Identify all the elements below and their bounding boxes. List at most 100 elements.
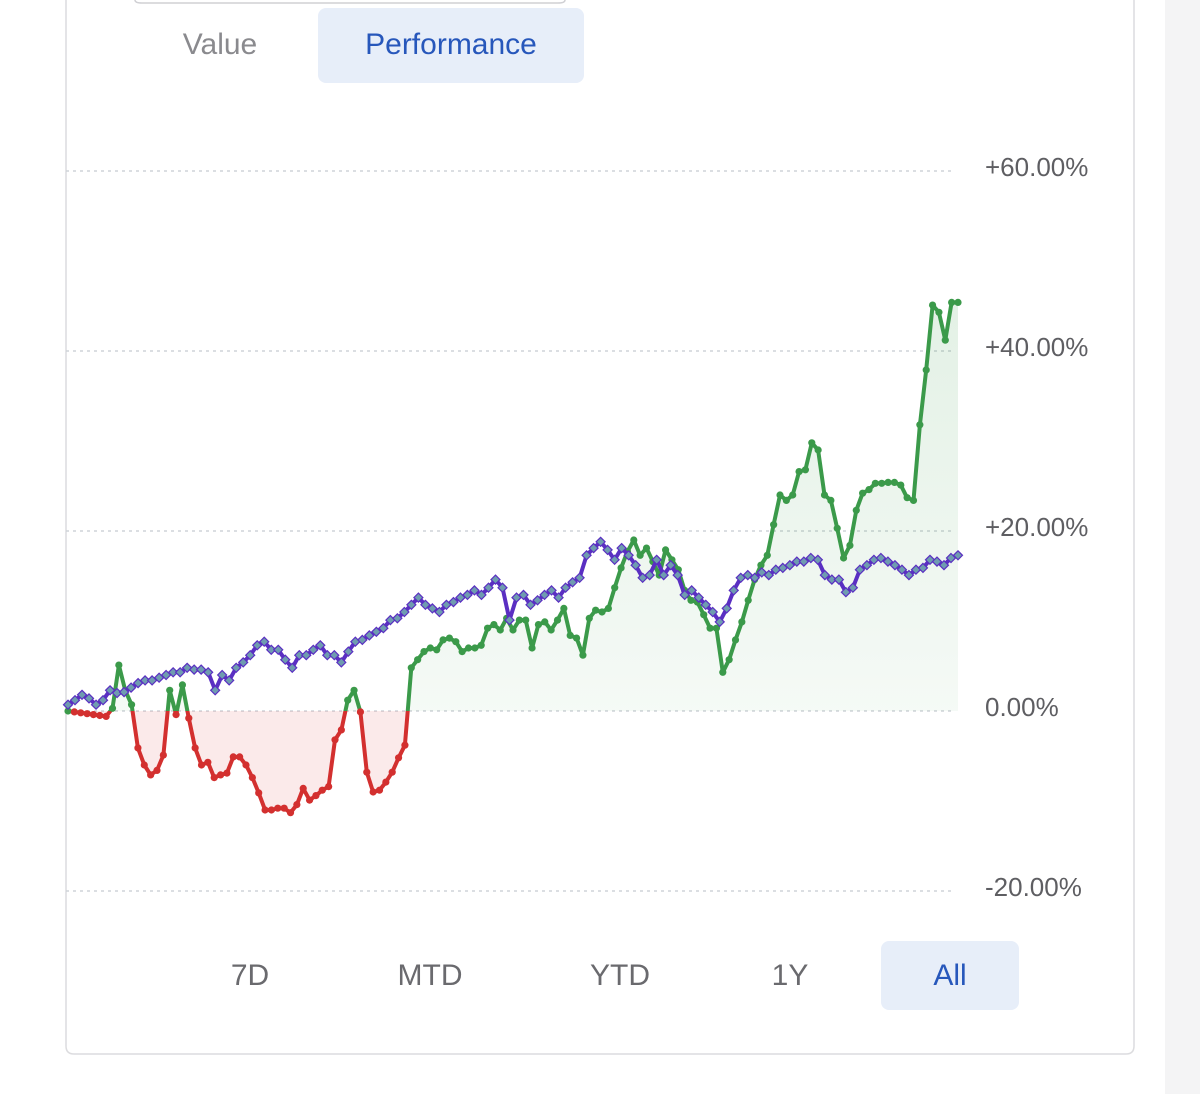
top-control [134, 0, 566, 4]
point [261, 806, 269, 814]
point [305, 796, 314, 804]
marker [595, 536, 606, 548]
marker [742, 569, 754, 581]
point [859, 489, 867, 497]
marker [903, 569, 915, 581]
point [77, 709, 85, 717]
range-label: 1Y [772, 959, 809, 992]
plot [62, 298, 964, 817]
point [795, 468, 803, 476]
area-negative [68, 711, 958, 813]
point [770, 521, 778, 529]
marker [546, 585, 557, 596]
point [210, 774, 218, 782]
marker [616, 542, 627, 554]
range-button[interactable]: YTD [590, 959, 650, 992]
marker [763, 569, 775, 581]
range-button[interactable]: All [881, 941, 1019, 1010]
marker [658, 569, 670, 581]
marker [756, 567, 768, 578]
y-tick-label: +40.00% [985, 332, 1088, 362]
marker [202, 666, 214, 678]
point [83, 710, 91, 718]
range-label: MTD [398, 959, 463, 992]
point [108, 704, 117, 712]
range-button[interactable]: MTD [398, 959, 463, 992]
marker [476, 589, 487, 601]
marker [896, 564, 908, 576]
point [70, 708, 78, 716]
point [267, 806, 276, 814]
point [687, 596, 695, 604]
marker [714, 616, 726, 628]
marker [139, 675, 151, 686]
marker [847, 582, 859, 594]
point [191, 744, 199, 752]
range-label: YTD [590, 959, 650, 992]
point [757, 561, 765, 569]
tab-label: Value [183, 28, 258, 61]
marker [427, 603, 438, 614]
marker [413, 592, 424, 603]
point [407, 664, 415, 672]
point [528, 644, 536, 652]
point [344, 696, 352, 704]
tab[interactable]: Value [183, 28, 258, 61]
marker [237, 657, 249, 668]
marker [560, 582, 571, 594]
marker [602, 544, 613, 556]
marker [363, 630, 375, 641]
point [884, 478, 892, 486]
point [814, 446, 822, 454]
point [547, 626, 555, 634]
y-tick-label: 0.00% [985, 692, 1059, 722]
point [325, 783, 333, 791]
point [274, 804, 282, 812]
point [127, 701, 136, 709]
marker [721, 603, 733, 614]
marker [258, 636, 270, 648]
marker [181, 662, 193, 674]
marker [567, 576, 578, 588]
marker [630, 559, 641, 571]
marker [174, 666, 186, 678]
marker [356, 634, 368, 646]
point [827, 496, 835, 504]
point [223, 769, 231, 777]
point [64, 707, 72, 715]
point [318, 786, 326, 794]
point [248, 774, 256, 782]
marker [188, 664, 200, 675]
marker [342, 646, 354, 657]
marker [483, 582, 494, 594]
marker [216, 669, 228, 681]
point [585, 614, 593, 622]
marker [525, 599, 536, 611]
point [153, 766, 161, 775]
tab-label: Performance [365, 28, 537, 61]
point [941, 336, 949, 344]
point [382, 778, 390, 786]
marker [952, 549, 964, 561]
tab[interactable]: Performance [318, 8, 584, 83]
point [642, 544, 651, 552]
point [846, 541, 854, 550]
point [483, 624, 492, 632]
range-button[interactable]: 7D [231, 959, 269, 992]
marker [518, 589, 529, 601]
marker [279, 654, 291, 666]
point [744, 596, 752, 604]
marker [581, 549, 592, 561]
point [935, 308, 943, 316]
marker [167, 666, 179, 678]
point [337, 726, 345, 734]
point [782, 496, 790, 504]
point [140, 761, 148, 769]
marker [938, 559, 950, 571]
point [185, 714, 193, 722]
range-button[interactable]: 1Y [772, 959, 809, 992]
point [661, 546, 670, 554]
marker [833, 574, 845, 585]
